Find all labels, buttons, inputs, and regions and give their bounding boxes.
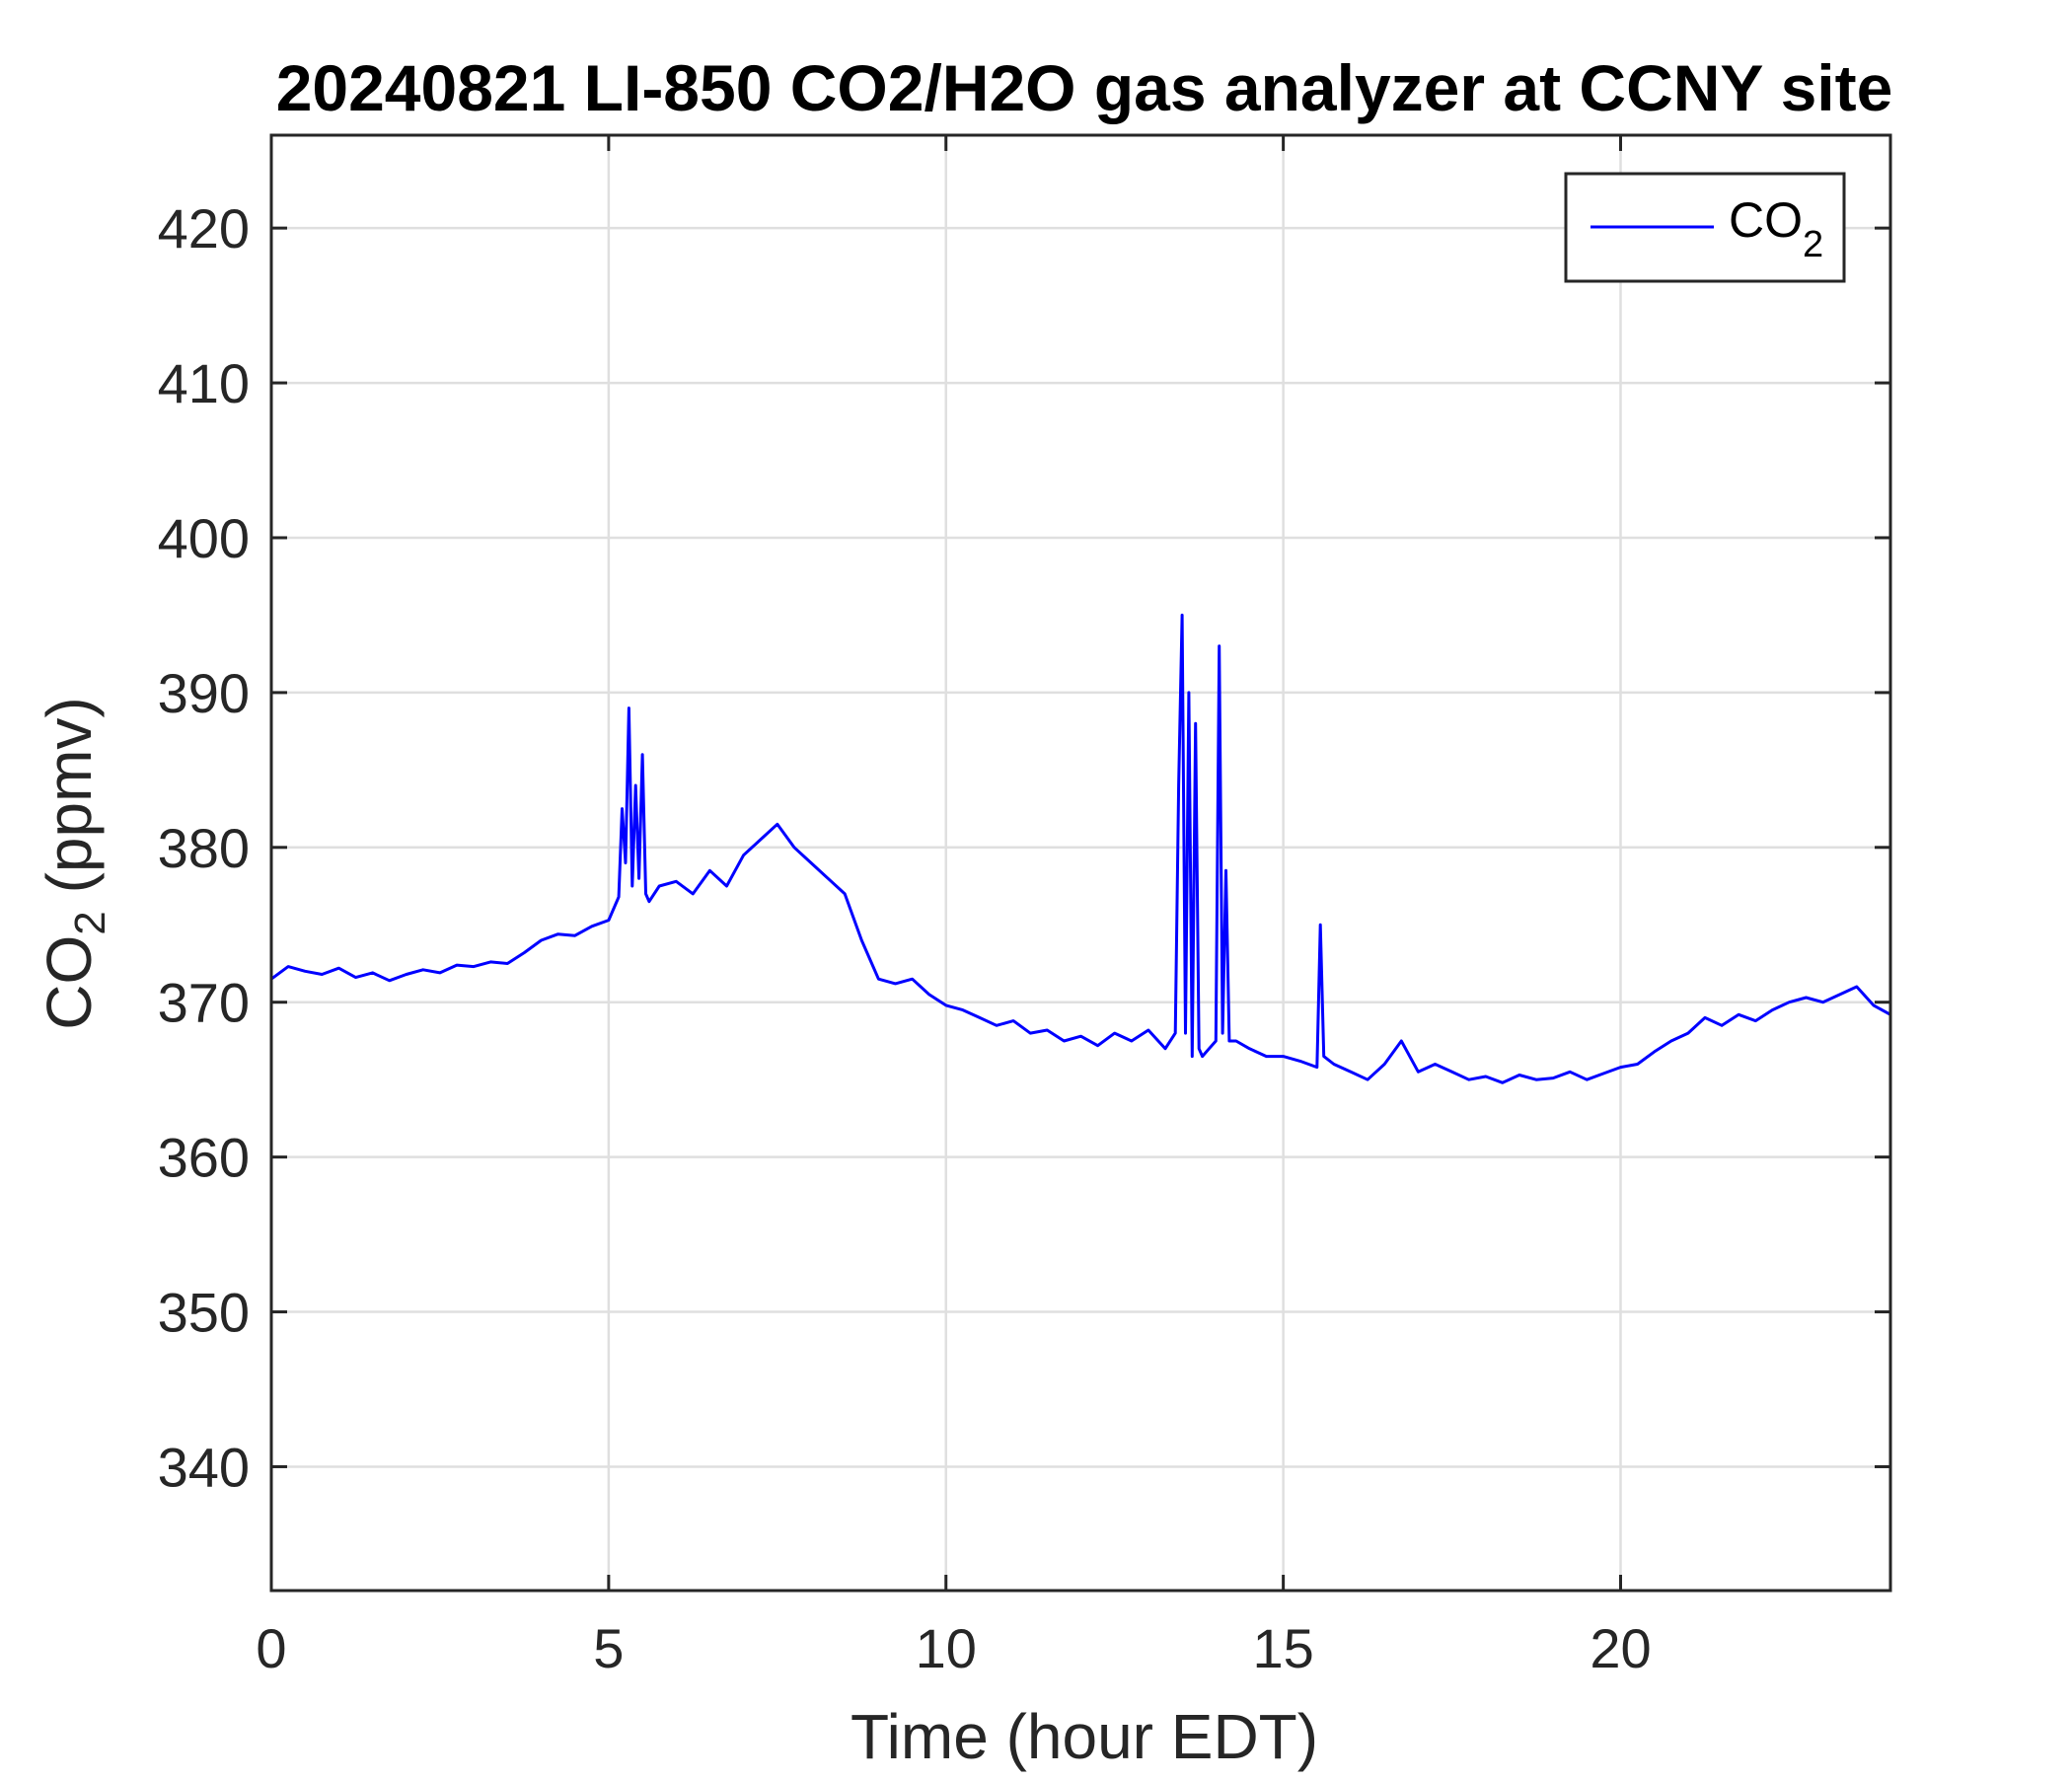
y-tick-label: 340 bbox=[158, 1436, 250, 1498]
tick-labels: 0 5 10 15 20 340 350 360 370 380 390 400 410 420 bbox=[158, 197, 1652, 1679]
y-tick-label: 350 bbox=[158, 1282, 250, 1344]
x-tick-label: 5 bbox=[593, 1617, 624, 1679]
series-layer bbox=[270, 613, 1891, 1084]
y-axis-label: CO2 (ppmv) bbox=[34, 697, 114, 1029]
y-tick-label: 400 bbox=[158, 507, 250, 569]
x-tick-label: 15 bbox=[1252, 1617, 1313, 1679]
x-tick-label: 10 bbox=[916, 1617, 977, 1679]
y-tick-label: 420 bbox=[158, 197, 250, 260]
plot-axes bbox=[269, 133, 1892, 1593]
plot-frame bbox=[269, 133, 1892, 1593]
y-tick-label: 410 bbox=[158, 352, 250, 414]
y-tick-label: 380 bbox=[158, 817, 250, 879]
legend-label-co2: CO2 bbox=[1729, 192, 1823, 265]
series-line-co2 bbox=[270, 613, 1891, 1084]
y-tick-label: 370 bbox=[158, 972, 250, 1034]
x-axis-label: Time (hour EDT) bbox=[851, 1701, 1318, 1772]
legend-label-subscript: 2 bbox=[1803, 224, 1823, 265]
y-axis-label-subscript: 2 bbox=[66, 911, 114, 934]
y-tick-label: 360 bbox=[158, 1127, 250, 1189]
chart-title: 20240821 LI-850 CO2/H2O gas analyzer at … bbox=[276, 51, 1893, 124]
y-axis-label-rest: (ppmv) bbox=[34, 697, 105, 911]
y-axis-label-base: CO bbox=[34, 935, 105, 1030]
x-tick-label: 0 bbox=[256, 1617, 286, 1679]
x-tick-label: 20 bbox=[1590, 1617, 1651, 1679]
y-tick-label: 390 bbox=[158, 662, 250, 724]
legend: CO2 bbox=[1564, 172, 1846, 283]
legend-label-base: CO bbox=[1729, 192, 1803, 248]
grid-lines bbox=[269, 135, 1890, 1591]
